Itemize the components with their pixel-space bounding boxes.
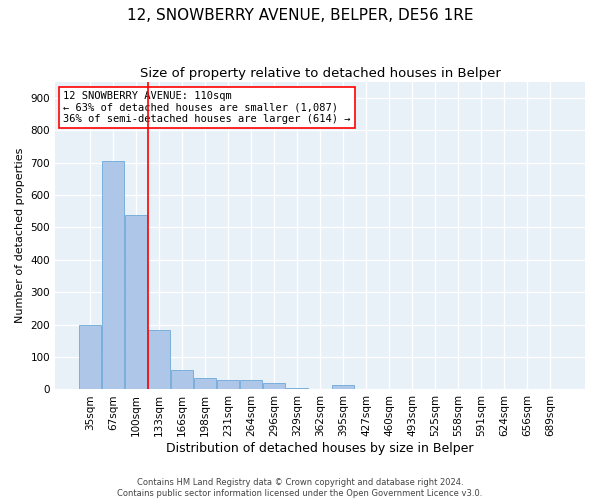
Bar: [286, 388, 308, 390]
Bar: [217, 380, 239, 390]
Bar: [240, 380, 262, 390]
Bar: [171, 370, 193, 390]
Bar: [263, 383, 285, 390]
Bar: [79, 324, 101, 390]
Bar: [332, 385, 354, 390]
Bar: [102, 161, 124, 390]
X-axis label: Distribution of detached houses by size in Belper: Distribution of detached houses by size …: [166, 442, 474, 455]
Text: Contains HM Land Registry data © Crown copyright and database right 2024.
Contai: Contains HM Land Registry data © Crown c…: [118, 478, 482, 498]
Bar: [125, 214, 147, 390]
Y-axis label: Number of detached properties: Number of detached properties: [15, 148, 25, 324]
Title: Size of property relative to detached houses in Belper: Size of property relative to detached ho…: [140, 68, 500, 80]
Text: 12 SNOWBERRY AVENUE: 110sqm
← 63% of detached houses are smaller (1,087)
36% of : 12 SNOWBERRY AVENUE: 110sqm ← 63% of det…: [63, 91, 350, 124]
Bar: [148, 330, 170, 390]
Bar: [194, 378, 216, 390]
Text: 12, SNOWBERRY AVENUE, BELPER, DE56 1RE: 12, SNOWBERRY AVENUE, BELPER, DE56 1RE: [127, 8, 473, 22]
